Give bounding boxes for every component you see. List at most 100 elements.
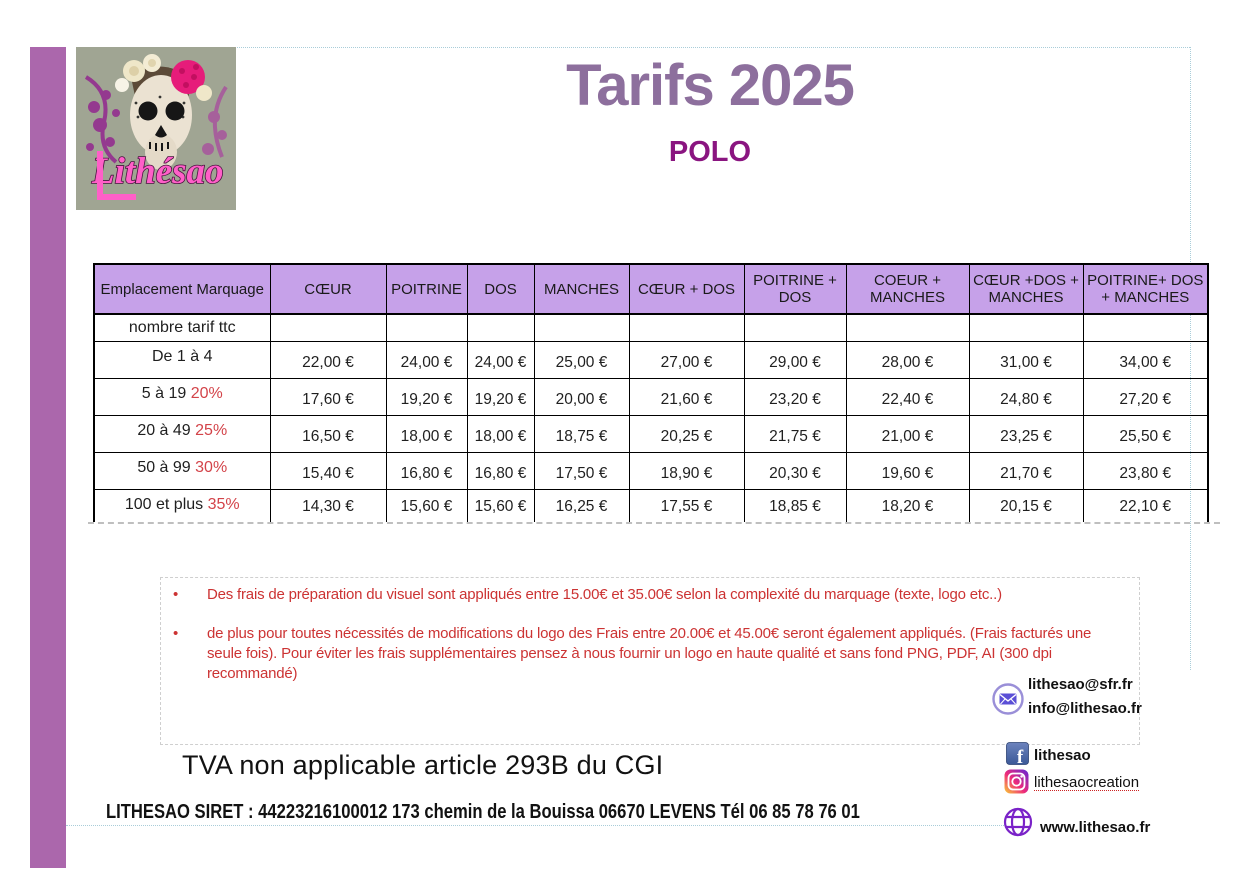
discount-percent: 25% [195,421,228,439]
price-cell: 16,50 € [269,414,387,453]
column-header: CŒUR [269,263,387,315]
brand-logo-script: Lithésao [90,150,224,200]
price-cell: 18,90 € [628,451,745,490]
price-cell: 18,85 € [743,488,847,522]
table-row: De 1 à 4 22,00 €24,00 €24,00 €25,00 €27,0… [93,340,1209,379]
price-cell: 25,50 € [1082,414,1209,453]
tva-notice: TVA non applicable article 293B du CGI [182,750,664,780]
price-cell: 23,25 € [968,414,1084,453]
column-header: CŒUR + DOS [628,263,745,315]
column-header: Emplacement Marquage [93,263,271,315]
price-cell: 22,40 € [845,377,970,416]
brand-logo-text: Lithésao [91,151,224,192]
email-icon [991,682,1025,716]
column-header: CŒUR +DOS + MANCHES [968,263,1084,315]
price-cell: 15,60 € [466,488,535,522]
price-cell: 28,00 € [845,340,970,379]
price-cell: 20,25 € [628,414,745,453]
flower-crown [115,54,212,101]
price-table-body: nombre tarif ttc De 1 à 4 22,00 €24,00 €24… [93,313,1209,522]
quantity-range-label: 100 et plus 35% [93,488,271,522]
globe-icon [1002,806,1034,838]
empty-cell [628,313,745,342]
subheader-label: nombre tarif ttc [93,313,271,342]
discount-percent: 30% [195,458,228,476]
left-accent-bar [30,47,66,868]
column-header: MANCHES [533,263,630,315]
margin-guide-top [237,47,1190,48]
skull-face [130,66,192,170]
price-cell: 16,80 € [466,451,535,490]
table-cut-dashed-line [88,522,1220,524]
empty-cell [1082,313,1209,342]
note-text: Des frais de préparation du visuel sont … [207,586,1002,603]
price-cell: 19,20 € [466,377,535,416]
empty-cell [968,313,1084,342]
quantity-range-label: 50 à 99 30% [93,451,271,490]
price-cell: 15,60 € [385,488,468,522]
price-cell: 18,00 € [466,414,535,453]
flourish-left [84,75,120,164]
price-cell: 19,60 € [845,451,970,490]
price-cell: 20,00 € [533,377,630,416]
price-cell: 17,55 € [628,488,745,522]
empty-cell [743,313,847,342]
price-cell: 24,00 € [385,340,468,379]
empty-cell [533,313,630,342]
empty-cell [845,313,970,342]
price-cell: 15,40 € [269,451,387,490]
instagram-handle: lithesaocreation [1034,774,1140,791]
price-cell: 22,00 € [269,340,387,379]
price-cell: 31,00 € [968,340,1084,379]
bullet-icon: • [173,625,179,642]
discount-percent: 35% [207,495,240,513]
siret-line: LITHESAO SIRET : 44223216100012 173 chem… [106,801,860,823]
brand-logo-image: Lithésao [76,47,236,210]
price-cell: 34,00 € [1082,340,1209,379]
column-header: POITRINE+ DOS + MANCHES [1082,263,1209,315]
price-cell: 14,30 € [269,488,387,522]
facebook-icon: f [1006,742,1029,768]
price-cell: 20,15 € [968,488,1084,522]
price-cell: 20,30 € [743,451,847,490]
price-cell: 25,00 € [533,340,630,379]
price-cell: 24,00 € [466,340,535,379]
page-title: Tarifs 2025 [566,53,855,118]
column-header: POITRINE + DOS [743,263,847,315]
price-cell: 24,80 € [968,377,1084,416]
empty-cell [466,313,535,342]
column-header: POITRINE [385,263,468,315]
subheader-row: nombre tarif ttc [93,313,1209,342]
quantity-range-label: 5 à 19 20% [93,377,271,416]
price-cell: 21,70 € [968,451,1084,490]
quantity-range-label: 20 à 49 25% [93,414,271,453]
discount-percent: 20% [190,384,223,402]
price-cell: 18,75 € [533,414,630,453]
flourish-right [202,85,228,158]
notes-box: • Des frais de préparation du visuel son… [160,577,1140,745]
bullet-icon: • [173,586,179,603]
price-cell: 27,00 € [628,340,745,379]
email-address-1: lithesao@sfr.fr [1028,676,1133,693]
note-item: • de plus pour toutes nécessités de modi… [161,624,1139,684]
table-row: 5 à 19 20% 17,60 €19,20 €19,20 €20,00 €21… [93,377,1209,416]
table-row: 50 à 99 30% 15,40 €16,80 €16,80 €17,50 €1… [93,451,1209,490]
margin-guide-bottom [66,825,1006,826]
table-row: 100 et plus 35% 14,30 €15,60 €15,60 €16,2… [93,488,1209,522]
column-header: COEUR + MANCHES [845,263,970,315]
price-cell: 17,60 € [269,377,387,416]
empty-cell [269,313,387,342]
price-cell: 21,75 € [743,414,847,453]
note-item: • Des frais de préparation du visuel son… [161,585,1139,605]
price-cell: 23,80 € [1082,451,1209,490]
svg-text:f: f [1017,747,1024,765]
quantity-range-label: De 1 à 4 [93,340,271,379]
price-cell: 17,50 € [533,451,630,490]
note-text: de plus pour toutes nécessités de modifi… [207,625,1092,682]
price-cell: 18,20 € [845,488,970,522]
price-cell: 16,80 € [385,451,468,490]
price-cell: 23,20 € [743,377,847,416]
page-subtitle: POLO [668,136,752,168]
column-header: DOS [466,263,535,315]
price-cell: 18,00 € [385,414,468,453]
